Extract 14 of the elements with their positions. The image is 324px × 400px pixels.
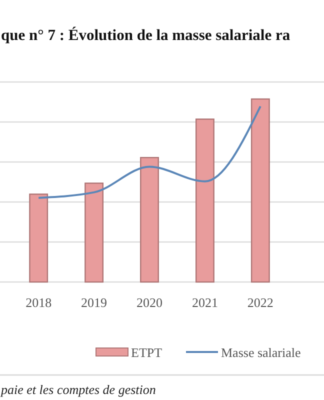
x-tick-label: 2022 (247, 295, 274, 310)
x-tick-label: 2020 (136, 295, 162, 310)
bar (140, 156, 159, 283)
bar (250, 98, 270, 283)
legend-label: Masse salariale (221, 345, 301, 360)
chart-title: que n° 7 : Évolution de la masse salariale ra (1, 26, 290, 44)
bar (84, 182, 104, 283)
x-tick-label: 2021 (192, 295, 218, 310)
bar (29, 194, 48, 283)
bar (195, 118, 214, 283)
x-tick-label: 2018 (26, 295, 52, 310)
legend-label: ETPT (131, 345, 162, 360)
x-tick-label: 2019 (81, 295, 108, 310)
text: paie et les comptes de gestion (0, 382, 156, 397)
